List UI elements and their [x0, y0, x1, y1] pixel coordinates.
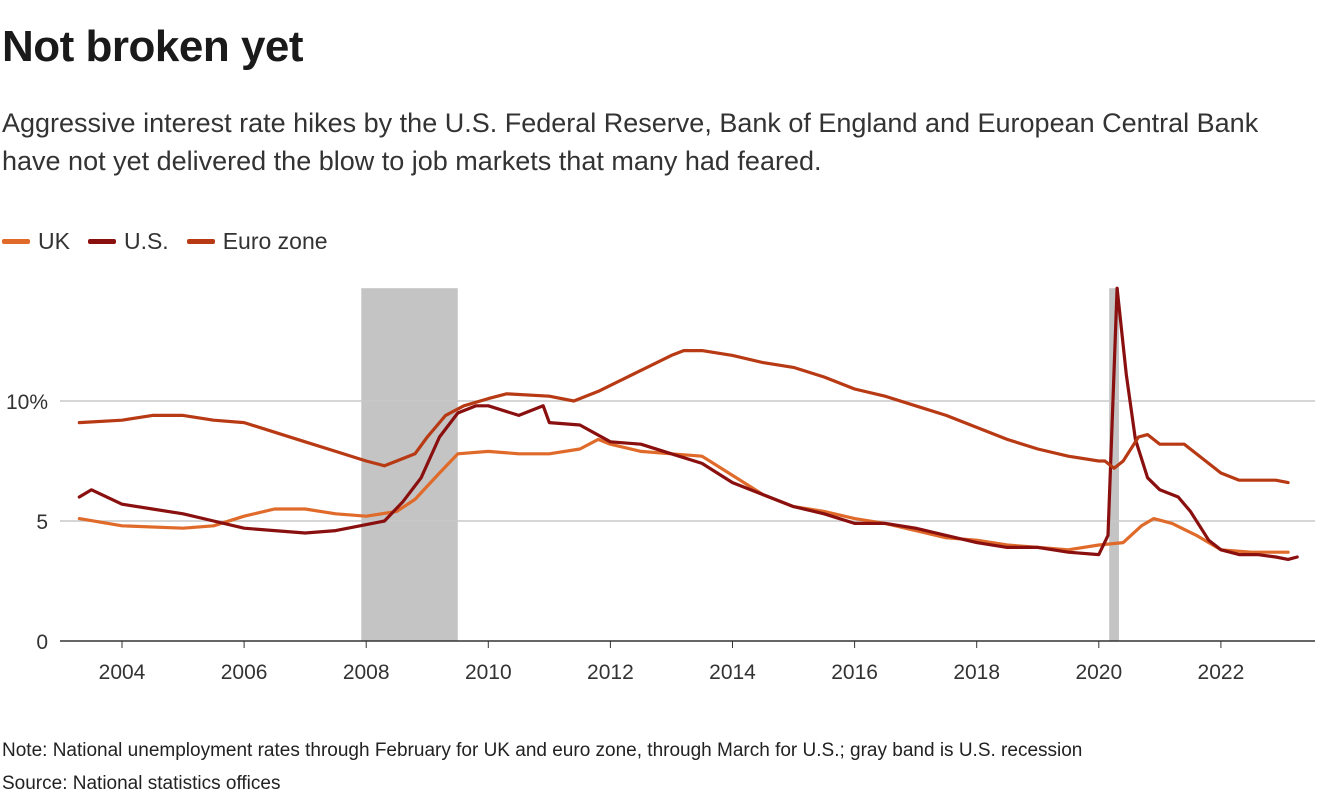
x-tick-label: 2008 — [343, 661, 390, 684]
y-tick-label: 10% — [6, 391, 48, 414]
chart-subtitle: Aggressive interest rate hikes by the U.… — [2, 108, 1259, 176]
series-line-uk — [77, 437, 1290, 554]
legend-label: U.S. — [123, 228, 169, 254]
series-line-euro-zone — [77, 349, 1290, 485]
y-tick-label: 0 — [36, 631, 48, 654]
note-text: Note: National unemployment rates throug… — [2, 740, 1083, 761]
legend-item-uk: UK — [2, 228, 70, 255]
x-tick-label: 2018 — [953, 661, 1000, 684]
line-chart: 0 5 10% 2004 2006 2008 2010 2012 2014 2016 2018 202… — [6, 286, 1315, 684]
x-tick-label: 2022 — [1198, 661, 1245, 684]
legend-swatch — [186, 239, 215, 244]
x-tick-label: 2006 — [221, 661, 268, 684]
chart-footnote: Note: National unemployment rates throug… — [2, 734, 1082, 800]
x-tick-label: 2014 — [709, 661, 756, 684]
x-tick-label: 2010 — [465, 661, 512, 684]
legend: UK U.S. Euro zone — [2, 228, 328, 255]
legend-item-euro-zone: Euro zone — [186, 228, 328, 255]
legend-item-us: U.S. — [87, 228, 169, 255]
legend-swatch — [87, 239, 116, 244]
x-tick-label: 2020 — [1075, 661, 1122, 684]
x-tick-label: 2016 — [831, 661, 878, 684]
x-tick-label: 2004 — [99, 661, 146, 684]
recession-band — [1109, 288, 1119, 641]
source-text: Source: National statistics offices — [2, 773, 281, 794]
x-tick-label: 2012 — [587, 661, 634, 684]
y-tick-label: 5 — [36, 511, 48, 534]
legend-swatch — [2, 239, 30, 244]
chart-title: Not broken yet — [2, 22, 304, 71]
series-line-u-s — [77, 286, 1299, 561]
legend-label: UK — [38, 228, 70, 254]
legend-label: Euro zone — [222, 228, 328, 254]
